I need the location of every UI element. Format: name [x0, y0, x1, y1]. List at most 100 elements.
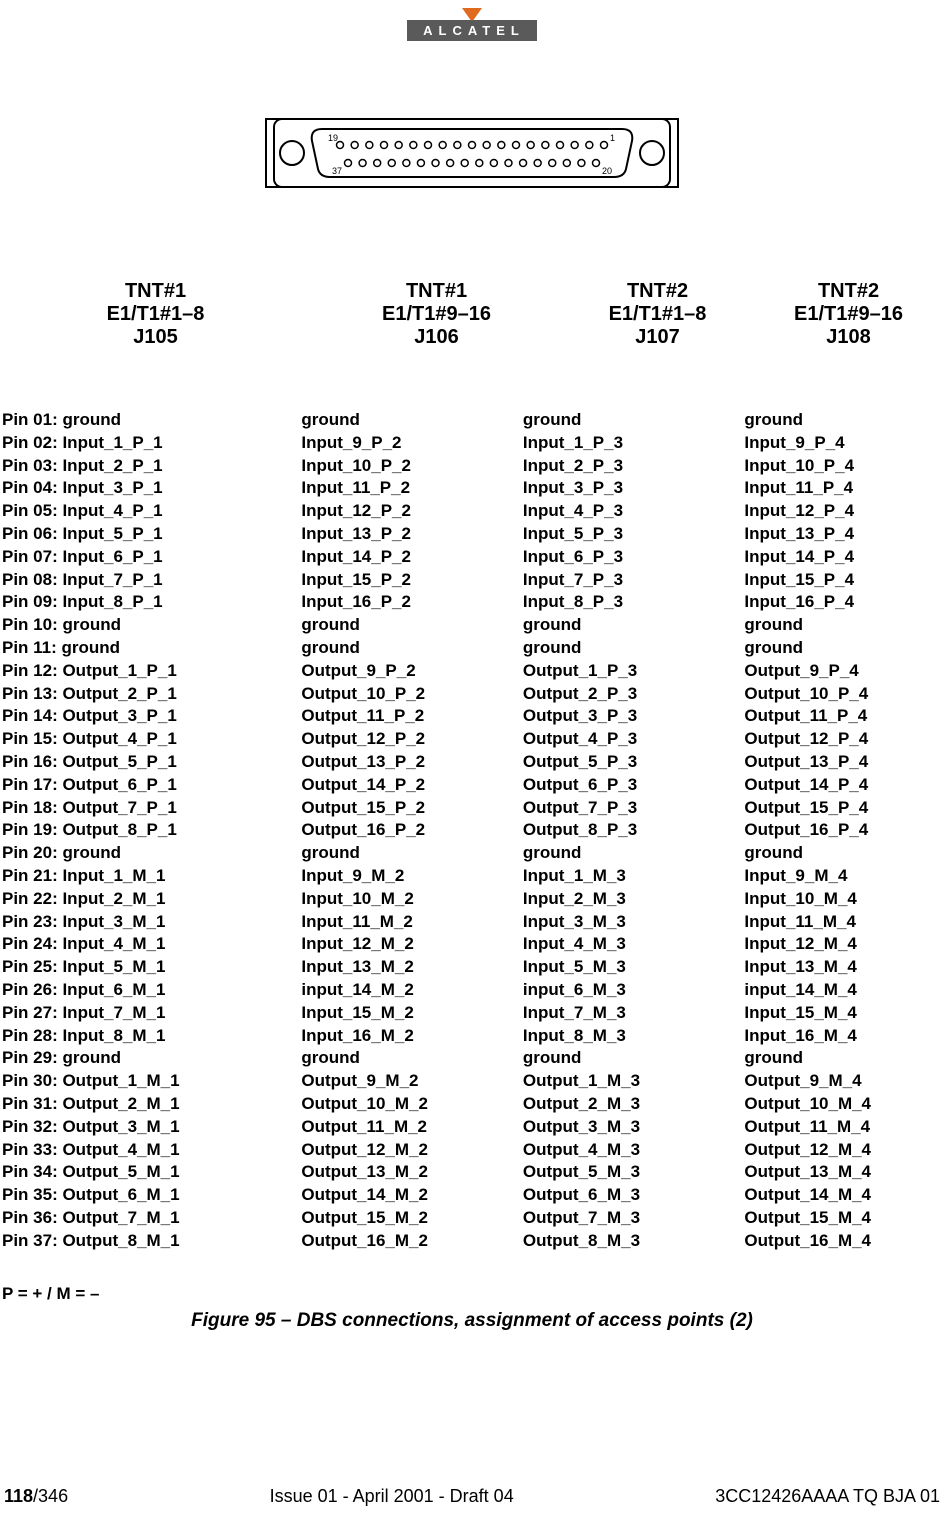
pin-cell: Pin 02: Input_1_P_1 — [2, 432, 301, 455]
pin-cell: Output_10_P_4 — [744, 683, 944, 706]
table-row: Pin 02: Input_1_P_1Input_9_P_2Input_1_P_… — [2, 432, 944, 455]
table-row: Pin 21: Input_1_M_1Input_9_M_2Input_1_M_… — [2, 865, 944, 888]
pin-cell: Pin 24: Input_4_M_1 — [2, 933, 301, 956]
pin-cell: Output_11_M_2 — [301, 1116, 523, 1139]
pin-cell: Input_15_P_2 — [301, 569, 523, 592]
pin-cell: input_14_M_2 — [301, 979, 523, 1002]
db37-connector-icon: 19 1 37 20 — [262, 111, 682, 195]
pin-cell: Input_11_M_4 — [744, 911, 944, 934]
pin-cell: Pin 28: Input_8_M_1 — [2, 1025, 301, 1048]
header-col-0: TNT#1 E1/T1#1–8 J105 — [60, 280, 351, 349]
pin-cell: Output_13_P_4 — [744, 751, 944, 774]
pin-cell: Input_13_M_4 — [744, 956, 944, 979]
table-row: Pin 34: Output_5_M_1Output_13_M_2 Output_… — [2, 1161, 944, 1184]
pin-cell: Output_11_M_4 — [744, 1116, 944, 1139]
pin-cell: Output_13_M_4 — [744, 1161, 944, 1184]
pin-cell: Pin 10: ground — [2, 614, 301, 637]
pin-cell: Pin 30: Output_1_M_1 — [2, 1070, 301, 1093]
pin-cell: Input_8_M_3 — [523, 1025, 745, 1048]
table-row: Pin 24: Input_4_M_1Input_12_M_2Input_4_M… — [2, 933, 944, 956]
header-col-2: TNT#2 E1/T1#1–8 J107 — [572, 280, 763, 349]
pin-cell: Pin 23: Input_3_M_1 — [2, 911, 301, 934]
pin-cell: ground — [301, 842, 523, 865]
pin-cell: Output_9_M_4 — [744, 1070, 944, 1093]
table-row: Pin 13: Output_2_P_1Output_10_P_2Output_… — [2, 683, 944, 706]
pin-cell: ground — [301, 637, 523, 660]
pin-cell: Input_16_P_4 — [744, 591, 944, 614]
pin-cell: Output_16_M_2 — [301, 1230, 523, 1253]
table-row: Pin 10: groundgroundgroundground — [2, 614, 944, 637]
pin-cell: Input_16_M_4 — [744, 1025, 944, 1048]
table-row: Pin 11: groundgroundgroundground — [2, 637, 944, 660]
pin-cell: Output_2_M_3 — [523, 1093, 745, 1116]
pin-label-tl: 19 — [328, 133, 338, 143]
footer-center: Issue 01 - April 2001 - Draft 04 — [270, 1486, 514, 1507]
pin-label-tr: 1 — [610, 133, 615, 143]
pin-cell: Output_9_M_2 — [301, 1070, 523, 1093]
table-row: Pin 15: Output_4_P_1Output_12_P_2Output_… — [2, 728, 944, 751]
pin-cell: Input_5_P_3 — [523, 523, 745, 546]
pin-cell: Input_15_M_2 — [301, 1002, 523, 1025]
table-row: Pin 36: Output_7_M_1Output_15_M_2Output_… — [2, 1207, 944, 1230]
pin-cell: Pin 29: ground — [2, 1047, 301, 1070]
pin-cell: Input_12_P_2 — [301, 500, 523, 523]
pin-cell: Input_2_P_3 — [523, 455, 745, 478]
pin-cell: Input_9_M_2 — [301, 865, 523, 888]
table-row: Pin 18: Output_7_P_1Output_15_P_2Output_… — [2, 797, 944, 820]
pin-cell: Output_5_P_3 — [523, 751, 745, 774]
pin-cell: ground — [744, 409, 944, 432]
pin-cell: Input_12_M_4 — [744, 933, 944, 956]
pin-cell: Pin 26: Input_6_M_1 — [2, 979, 301, 1002]
pin-cell: Pin 34: Output_5_M_1 — [2, 1161, 301, 1184]
pin-cell: Output_1_M_3 — [523, 1070, 745, 1093]
pin-cell: Pin 03: Input_2_P_1 — [2, 455, 301, 478]
pin-cell: Input_11_P_2 — [301, 477, 523, 500]
pin-cell: Output_7_P_3 — [523, 797, 745, 820]
pin-cell: Output_14_M_4 — [744, 1184, 944, 1207]
pin-cell: Output_9_P_4 — [744, 660, 944, 683]
footer-page: 118/346 — [4, 1486, 68, 1507]
pin-label-br: 20 — [602, 166, 612, 176]
pin-cell: Output_4_P_3 — [523, 728, 745, 751]
pin-cell: Input_11_M_2 — [301, 911, 523, 934]
table-row: Pin 26: Input_6_M_1input_14_M_2input_6_M… — [2, 979, 944, 1002]
pin-cell: Input_4_P_3 — [523, 500, 745, 523]
pin-cell: Output_16_P_4 — [744, 819, 944, 842]
pin-cell: Output_10_M_4 — [744, 1093, 944, 1116]
pin-cell: Output_12_P_4 — [744, 728, 944, 751]
page-footer: 118/346 Issue 01 - April 2001 - Draft 04… — [0, 1486, 944, 1507]
pin-cell: Output_12_M_2 — [301, 1139, 523, 1162]
pin-cell: Input_7_P_3 — [523, 569, 745, 592]
footer-page-current: 118 — [4, 1486, 33, 1506]
pin-cell: ground — [523, 409, 745, 432]
pin-cell: Output_10_M_2 — [301, 1093, 523, 1116]
pin-cell: ground — [301, 614, 523, 637]
table-row: Pin 37: Output_8_M_1Output_16_M_2Output_… — [2, 1230, 944, 1253]
pin-cell: Input_9_M_4 — [744, 865, 944, 888]
pin-cell: Pin 01: ground — [2, 409, 301, 432]
pin-cell: Input_3_M_3 — [523, 911, 745, 934]
pin-cell: Input_6_P_3 — [523, 546, 745, 569]
pin-cell: Pin 25: Input_5_M_1 — [2, 956, 301, 979]
table-row: Pin 17: Output_6_P_1Output_14_P_2Output_… — [2, 774, 944, 797]
pin-cell: Input_9_P_4 — [744, 432, 944, 455]
table-row: Pin 23: Input_3_M_1Input_11_M_2Input_3_M… — [2, 911, 944, 934]
pin-cell: Input_12_M_2 — [301, 933, 523, 956]
footer-right: 3CC12426AAAA TQ BJA 01 — [715, 1486, 940, 1507]
pin-cell: Input_14_P_2 — [301, 546, 523, 569]
pin-cell: Input_16_P_2 — [301, 591, 523, 614]
pin-cell: Output_15_M_2 — [301, 1207, 523, 1230]
pin-cell: Pin 21: Input_1_M_1 — [2, 865, 301, 888]
pin-cell: ground — [523, 1047, 745, 1070]
pin-cell: Pin 06: Input_5_P_1 — [2, 523, 301, 546]
pin-cell: Pin 36: Output_7_M_1 — [2, 1207, 301, 1230]
pin-cell: Pin 13: Output_2_P_1 — [2, 683, 301, 706]
pin-cell: ground — [301, 1047, 523, 1070]
pin-cell: Output_13_M_2 — [301, 1161, 523, 1184]
table-row: Pin 14: Output_3_P_1Output_11_P_2Output_… — [2, 705, 944, 728]
pin-cell: Input_14_P_4 — [744, 546, 944, 569]
pin-cell: Pin 16: Output_5_P_1 — [2, 751, 301, 774]
pin-cell: ground — [523, 842, 745, 865]
pin-cell: Pin 17: Output_6_P_1 — [2, 774, 301, 797]
pin-label-bl: 37 — [332, 166, 342, 176]
